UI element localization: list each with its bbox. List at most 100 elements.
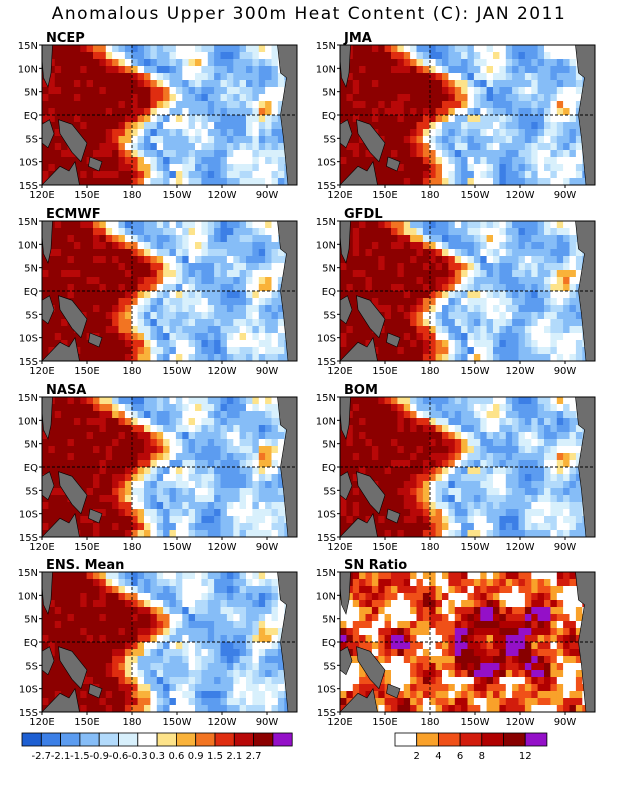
land-mass bbox=[58, 471, 88, 515]
colorbar-swatch bbox=[394, 732, 418, 747]
lat-tick-label: 10N bbox=[316, 591, 336, 602]
panel-label: GFDL bbox=[344, 207, 383, 222]
lon-tick-label: 150W bbox=[461, 717, 490, 728]
lon-tick-label: 180 bbox=[122, 542, 141, 553]
lat-tick-label: EQ bbox=[322, 638, 336, 649]
colorbar-tick-label: -2.7 bbox=[32, 751, 52, 762]
land-mass bbox=[386, 156, 401, 172]
lat-tick-label: 10S bbox=[19, 158, 38, 169]
colorbar-swatch bbox=[60, 732, 81, 747]
land-mass bbox=[340, 471, 353, 501]
lat-tick-label: 15S bbox=[317, 357, 336, 368]
shaded-field bbox=[340, 221, 595, 361]
colorbar-tick-label: -0.6 bbox=[109, 751, 129, 762]
lon-tick-label: 120E bbox=[29, 542, 54, 553]
panel-label: SN Ratio bbox=[344, 558, 407, 573]
colorbar-swatch bbox=[503, 732, 526, 747]
colorbar-tick-label: 2.1 bbox=[226, 751, 242, 762]
lat-tick-label: 5S bbox=[25, 661, 38, 672]
shaded-field bbox=[340, 397, 595, 537]
lat-tick-label: 15N bbox=[316, 41, 336, 52]
lat-tick-label: 10S bbox=[317, 334, 336, 345]
land-mass bbox=[340, 160, 378, 185]
lon-tick-label: 90W bbox=[256, 542, 279, 553]
lat-tick-label: 5N bbox=[322, 615, 336, 626]
lat-tick-label: 10S bbox=[317, 158, 336, 169]
colorbar-tick-label: -0.3 bbox=[128, 751, 148, 762]
lon-tick-label: 120W bbox=[506, 717, 535, 728]
colorbar-tick-label: 6 bbox=[457, 751, 463, 762]
land-mass bbox=[340, 512, 378, 537]
land-mass bbox=[42, 512, 80, 537]
lat-tick-label: 15S bbox=[317, 708, 336, 719]
lat-tick-label: 5N bbox=[322, 440, 336, 451]
lon-tick-label: 150W bbox=[163, 717, 192, 728]
shaded-field bbox=[340, 45, 595, 185]
lat-tick-label: 10N bbox=[18, 416, 38, 427]
land-mass bbox=[356, 295, 386, 339]
lon-tick-label: 90W bbox=[554, 190, 577, 201]
lat-tick-label: 10S bbox=[317, 510, 336, 521]
lat-tick-label: 5N bbox=[322, 264, 336, 275]
lon-tick-label: 120E bbox=[327, 190, 352, 201]
lon-tick-label: 150E bbox=[74, 366, 99, 377]
land-mass bbox=[340, 397, 351, 440]
land-mass bbox=[88, 156, 103, 172]
lon-tick-label: 120W bbox=[506, 366, 535, 377]
lat-tick-label: 5N bbox=[24, 264, 38, 275]
colorbar-swatch bbox=[524, 732, 548, 747]
lat-tick-label: 15N bbox=[18, 217, 38, 228]
lat-tick-label: 15S bbox=[19, 708, 38, 719]
colorbar-tick-label: 12 bbox=[519, 751, 532, 762]
land-mass bbox=[42, 119, 55, 149]
land-mass bbox=[340, 646, 353, 676]
land-mass bbox=[340, 221, 351, 264]
colorbar-tick-label: -0.9 bbox=[89, 751, 109, 762]
lat-tick-label: 10S bbox=[19, 685, 38, 696]
land-mass bbox=[356, 119, 386, 163]
colorbar-tick-label: 2 bbox=[414, 751, 420, 762]
colorbar-swatch bbox=[459, 732, 483, 747]
colorbar-tick-label: 8 bbox=[479, 751, 485, 762]
land-mass bbox=[42, 397, 53, 440]
lon-tick-label: 150E bbox=[74, 542, 99, 553]
land-mass bbox=[386, 332, 401, 348]
shaded-field bbox=[42, 572, 297, 712]
lat-tick-label: EQ bbox=[24, 463, 38, 474]
lon-tick-label: 120W bbox=[506, 542, 535, 553]
lon-tick-label: 150W bbox=[163, 366, 192, 377]
land-mass bbox=[340, 687, 378, 712]
land-mass bbox=[340, 119, 353, 149]
land-mass bbox=[340, 45, 351, 88]
lat-tick-label: 10N bbox=[316, 240, 336, 251]
lat-tick-label: 15N bbox=[18, 41, 38, 52]
colorbar-swatch bbox=[40, 732, 61, 747]
lat-tick-label: EQ bbox=[322, 111, 336, 122]
colorbar-swatch bbox=[79, 732, 100, 747]
land-mass bbox=[88, 508, 103, 524]
lon-tick-label: 180 bbox=[420, 542, 439, 553]
lat-tick-label: 15N bbox=[316, 217, 336, 228]
lon-tick-label: 90W bbox=[256, 190, 279, 201]
lat-tick-label: EQ bbox=[24, 111, 38, 122]
lat-tick-label: EQ bbox=[24, 287, 38, 298]
land-mass bbox=[386, 508, 401, 524]
land-mass bbox=[340, 572, 351, 615]
land-mass bbox=[88, 332, 103, 348]
lon-tick-label: 180 bbox=[122, 717, 141, 728]
colorbar-tick-label: 4 bbox=[435, 751, 441, 762]
colorbar-swatch bbox=[156, 732, 177, 747]
lon-tick-label: 90W bbox=[554, 542, 577, 553]
land-mass bbox=[42, 295, 55, 325]
lat-tick-label: 15S bbox=[19, 181, 38, 192]
colorbar-swatch bbox=[253, 732, 274, 747]
lat-tick-label: 15N bbox=[316, 393, 336, 404]
lat-tick-label: 5N bbox=[24, 88, 38, 99]
lat-tick-label: 15N bbox=[18, 568, 38, 579]
colorbar-swatch bbox=[272, 732, 293, 747]
shaded-field bbox=[42, 397, 297, 537]
